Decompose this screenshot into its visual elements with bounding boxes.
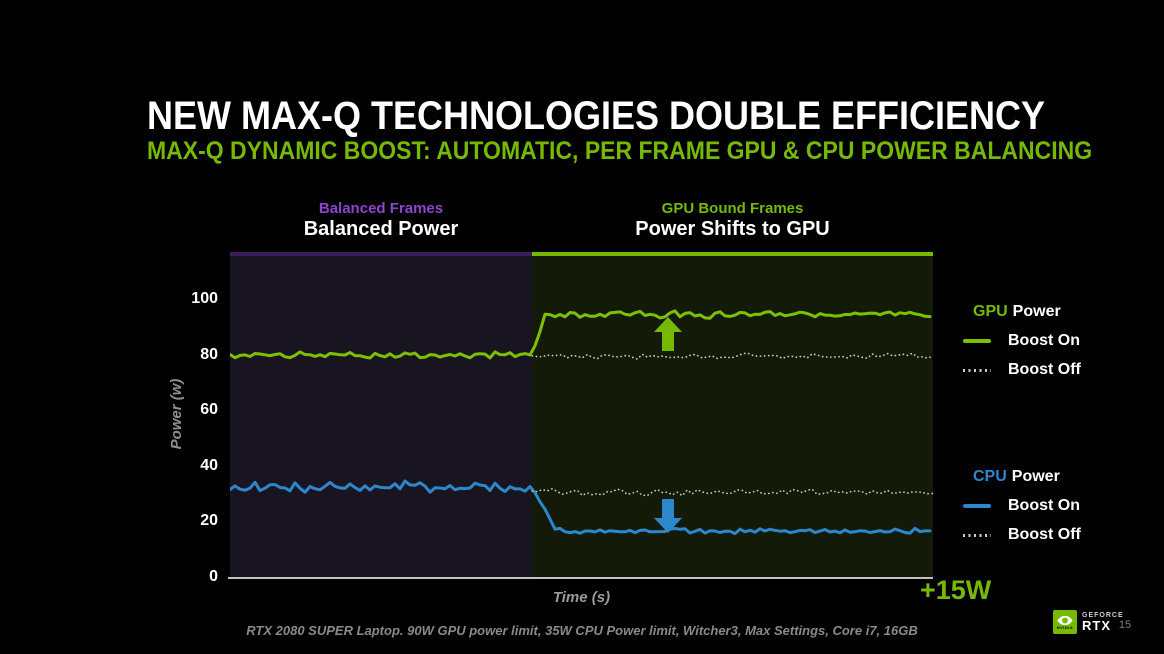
nvidia-wordmark: NVIDIA — [1056, 624, 1074, 630]
cpu-boost-off-dotted-swatch-icon — [963, 533, 991, 537]
legend-gpu-accent: GPU — [973, 303, 1008, 320]
footnote: RTX 2080 SUPER Laptop. 90W GPU power lim… — [246, 623, 918, 638]
gpu-bound-phase-region — [532, 252, 933, 577]
gpu-delta-annotation: +15W — [920, 575, 992, 605]
legend-gpu-rest: Power — [1012, 303, 1061, 320]
phase-label-balanced-frames: Balanced Frames — [318, 200, 444, 217]
gpu-increase-arrow-icon — [654, 317, 682, 351]
legend-title-cpu: CPU Power — [973, 468, 1153, 486]
slide-title: NEW MAX-Q TECHNOLOGIES DOUBLE EFFICIENCY — [147, 94, 1046, 138]
legend-cpu-accent: CPU — [973, 468, 1007, 485]
y-tick-40: 40 — [200, 456, 218, 474]
power-chart: +15W -15W — [230, 252, 991, 605]
legend-label-gpu-boost-off: Boost Off — [1008, 361, 1081, 378]
x-axis-label: Time (s) — [552, 589, 611, 606]
y-tick-100: 100 — [191, 290, 218, 308]
y-tick-20: 20 — [200, 512, 218, 530]
chart-canvas — [230, 309, 933, 536]
legend-gpu-power: GPU Power Boost On Boost Off — [963, 303, 1153, 391]
phase-caption-power-shifts: Power Shifts to GPU — [635, 218, 830, 240]
slide-subtitle: MAX-Q DYNAMIC BOOST: AUTOMATIC, PER FRAM… — [147, 137, 1093, 165]
legend-label-gpu-boost-on: Boost On — [1008, 332, 1080, 349]
legend-cpu-rest: Power — [1011, 468, 1060, 485]
series-line-gpu-power-boost-off — [531, 352, 933, 360]
x-axis-line — [228, 577, 933, 579]
legend-label-cpu-boost-off: Boost Off — [1008, 526, 1081, 543]
y-tick-0: 0 — [209, 568, 218, 585]
cpu-boost-on-line-swatch-icon — [963, 504, 991, 508]
balanced-phase-region — [230, 252, 532, 577]
legend-label-cpu-boost-on: Boost On — [1008, 497, 1080, 514]
cpu-decrease-arrow-icon — [654, 499, 682, 533]
geforce-rtx-logo: NVIDIA GEFORCE RTX — [1053, 610, 1124, 634]
gpu-boost-off-dotted-swatch-icon — [963, 368, 991, 372]
legend-row-gpu-boost-off: Boost Off — [963, 361, 1153, 378]
series-line-cpu-power-boost-on — [230, 479, 932, 536]
legend-row-cpu-boost-on: Boost On — [963, 497, 1153, 514]
series-line-gpu-power-boost-on — [230, 309, 932, 360]
legend-row-gpu-boost-on: Boost On — [963, 332, 1153, 349]
y-axis-ticks: 0 20 40 60 80 100 — [150, 252, 218, 585]
legend-title-gpu: GPU Power — [973, 303, 1153, 321]
geforce-wordmark: GEFORCE — [1082, 612, 1124, 619]
phase-label-gpu-bound-frames: GPU Bound Frames — [661, 200, 804, 217]
page-number: 15 — [1118, 619, 1132, 631]
rtx-wordmark: RTX — [1082, 618, 1111, 633]
phase-caption-balanced-power: Balanced Power — [303, 218, 459, 240]
legend-cpu-power: CPU Power Boost On Boost Off — [963, 468, 1153, 556]
phase-header-gpu-bound: GPU Bound Frames Power Shifts to GPU — [532, 200, 933, 241]
nvidia-eye-icon: NVIDIA — [1053, 610, 1077, 634]
y-tick-80: 80 — [200, 345, 218, 363]
phase-header-balanced: Balanced Frames Balanced Power — [230, 200, 532, 241]
series-line-cpu-power-boost-off — [531, 487, 933, 497]
gpu-boost-on-line-swatch-icon — [963, 339, 991, 343]
legend-row-cpu-boost-off: Boost Off — [963, 526, 1153, 543]
y-tick-60: 60 — [200, 401, 218, 419]
